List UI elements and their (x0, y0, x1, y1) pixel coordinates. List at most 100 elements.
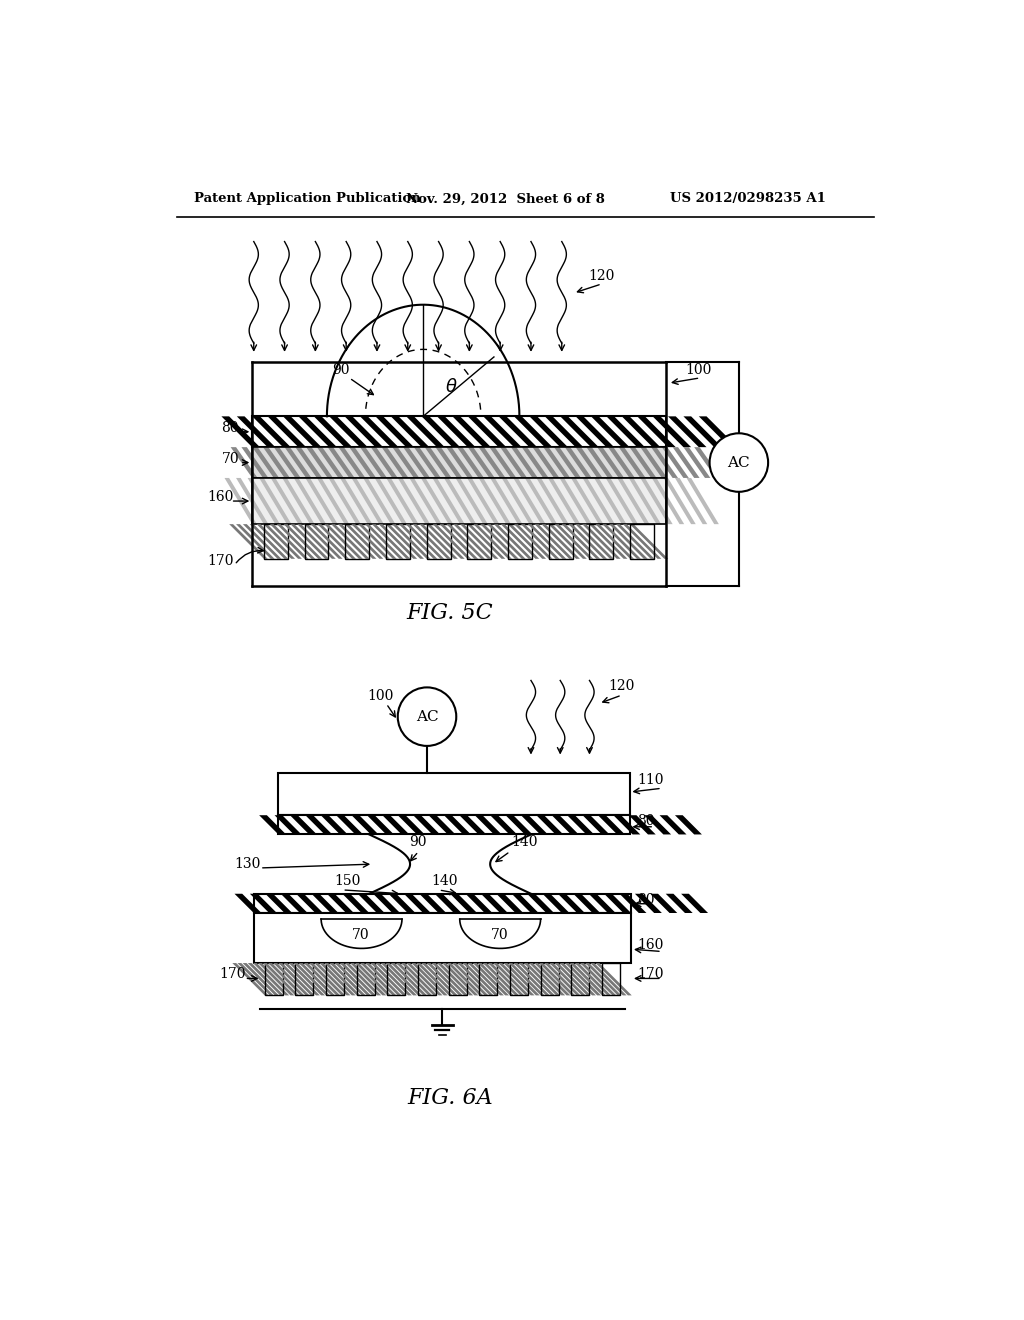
Bar (549, 524, 572, 558)
Circle shape (397, 688, 457, 746)
Polygon shape (597, 447, 625, 478)
Polygon shape (478, 964, 514, 995)
Polygon shape (232, 964, 268, 995)
Polygon shape (637, 416, 676, 447)
Polygon shape (304, 524, 343, 558)
Polygon shape (560, 416, 599, 447)
Polygon shape (345, 416, 383, 447)
Polygon shape (473, 964, 509, 995)
Polygon shape (386, 964, 422, 995)
Polygon shape (483, 416, 521, 447)
Polygon shape (327, 894, 354, 913)
Polygon shape (582, 524, 621, 558)
Polygon shape (629, 478, 662, 524)
Polygon shape (488, 964, 524, 995)
Polygon shape (591, 964, 627, 995)
Polygon shape (267, 416, 306, 447)
Polygon shape (487, 524, 525, 558)
Polygon shape (435, 447, 463, 478)
Polygon shape (571, 478, 603, 524)
Polygon shape (589, 524, 628, 558)
Text: 100: 100 (685, 363, 712, 378)
Polygon shape (366, 964, 401, 995)
Bar (508, 524, 532, 558)
Polygon shape (298, 416, 337, 447)
Bar (264, 524, 288, 558)
Polygon shape (360, 416, 398, 447)
Polygon shape (422, 964, 458, 995)
Polygon shape (527, 894, 554, 913)
Polygon shape (589, 894, 615, 913)
Polygon shape (635, 894, 662, 913)
Polygon shape (613, 816, 640, 834)
Polygon shape (330, 416, 368, 447)
Bar (571, 964, 590, 995)
Polygon shape (351, 524, 390, 558)
Polygon shape (299, 964, 335, 995)
Polygon shape (535, 964, 570, 995)
Polygon shape (537, 816, 563, 834)
Polygon shape (290, 816, 316, 834)
Polygon shape (403, 447, 430, 478)
Polygon shape (514, 416, 553, 447)
Polygon shape (514, 964, 550, 995)
Polygon shape (221, 416, 260, 447)
Polygon shape (609, 524, 647, 558)
Bar (252, 416, 666, 447)
Polygon shape (499, 964, 535, 995)
Polygon shape (391, 416, 429, 447)
Polygon shape (504, 964, 540, 995)
Polygon shape (683, 447, 711, 478)
Polygon shape (620, 894, 646, 913)
Polygon shape (229, 524, 267, 558)
Text: 120: 120 (588, 269, 614, 282)
Polygon shape (651, 447, 678, 478)
Polygon shape (316, 478, 349, 524)
Polygon shape (291, 524, 329, 558)
Polygon shape (263, 964, 299, 995)
Polygon shape (512, 894, 539, 913)
Polygon shape (432, 478, 465, 524)
Polygon shape (355, 964, 391, 995)
Text: 170: 170 (219, 968, 246, 982)
Polygon shape (281, 894, 307, 913)
Polygon shape (618, 447, 646, 478)
Polygon shape (385, 524, 424, 558)
Bar (252, 447, 666, 478)
Polygon shape (543, 894, 569, 913)
Polygon shape (410, 478, 441, 524)
Bar (345, 524, 370, 558)
Polygon shape (250, 894, 276, 913)
Polygon shape (675, 816, 701, 834)
Text: Nov. 29, 2012  Sheet 6 of 8: Nov. 29, 2012 Sheet 6 of 8 (407, 193, 605, 206)
Polygon shape (478, 447, 506, 478)
Polygon shape (397, 478, 430, 524)
Polygon shape (407, 964, 442, 995)
Bar (590, 524, 613, 558)
Polygon shape (548, 524, 587, 558)
Polygon shape (268, 964, 304, 995)
Bar (549, 524, 572, 558)
Polygon shape (596, 964, 632, 995)
Polygon shape (444, 816, 471, 834)
Polygon shape (309, 964, 345, 995)
Polygon shape (558, 894, 585, 913)
Polygon shape (544, 447, 570, 478)
Polygon shape (284, 964, 319, 995)
Polygon shape (550, 964, 586, 995)
Polygon shape (419, 894, 446, 913)
Polygon shape (468, 447, 495, 478)
Polygon shape (259, 816, 286, 834)
Bar (326, 964, 344, 995)
Polygon shape (437, 416, 475, 447)
Polygon shape (644, 816, 671, 834)
Bar (387, 964, 406, 995)
Polygon shape (664, 478, 695, 524)
Polygon shape (284, 524, 323, 558)
Polygon shape (683, 416, 722, 447)
Bar (252, 447, 666, 478)
Polygon shape (429, 816, 456, 834)
Polygon shape (524, 964, 560, 995)
Polygon shape (500, 447, 527, 478)
Polygon shape (483, 964, 519, 995)
